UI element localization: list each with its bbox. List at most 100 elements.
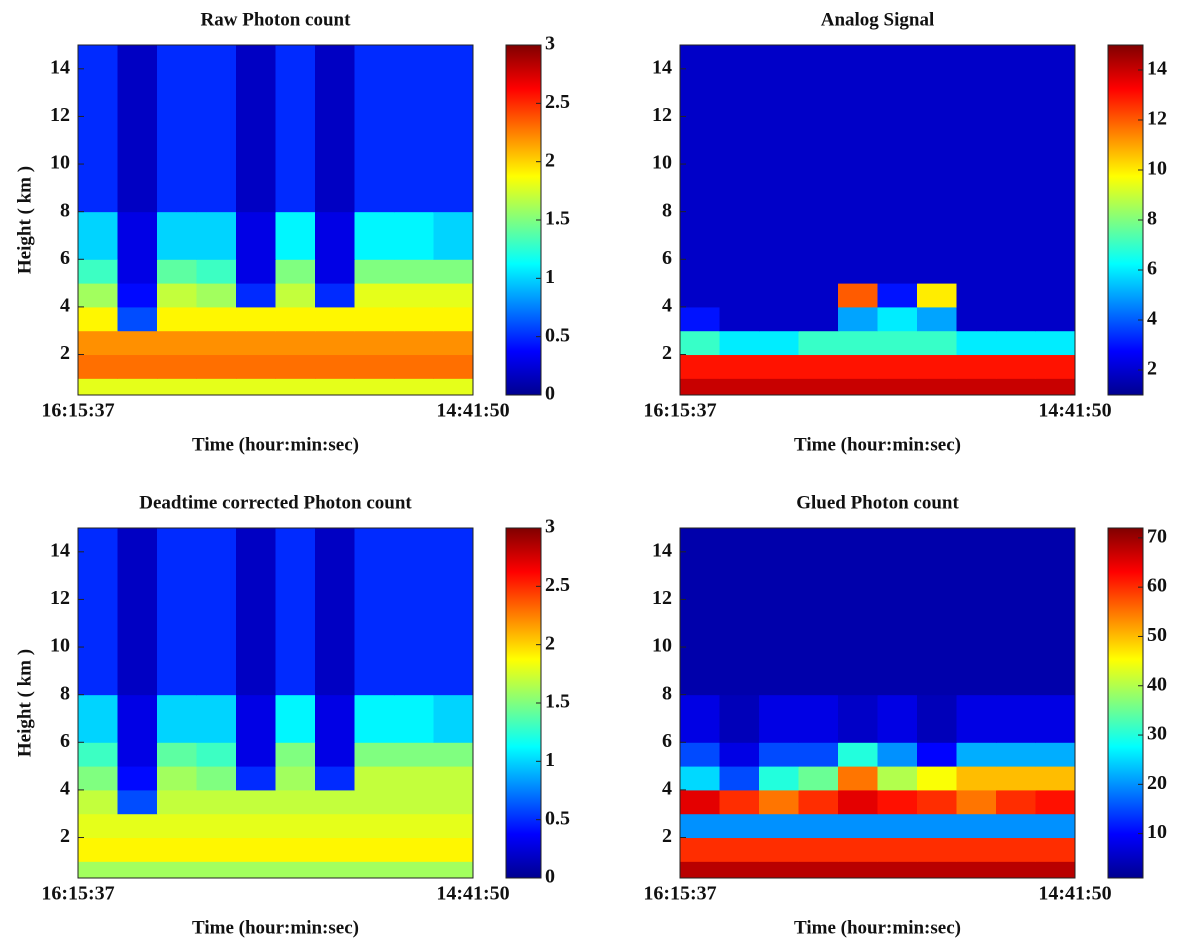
heat-cell [877, 742, 918, 767]
y-tick-label: 8 [60, 199, 70, 221]
heat-cell [956, 259, 997, 284]
heat-cell [117, 330, 158, 356]
heat-cell [917, 861, 957, 879]
x-axis-label: Time (hour:min:sec) [192, 917, 359, 938]
heat-cell [1035, 837, 1076, 862]
heat-cell [117, 694, 158, 743]
heat-cell [877, 354, 918, 379]
heat-cell [917, 306, 957, 332]
heat-cell [117, 306, 158, 332]
heat-cell [354, 528, 395, 696]
heat-cell [433, 789, 474, 815]
heat-cell [759, 789, 799, 815]
heat-cell [117, 861, 158, 879]
x-tick-label: 14:41:50 [1038, 400, 1111, 422]
heat-cell [917, 742, 957, 767]
y-tick-label: 2 [662, 825, 672, 847]
heat-cell [1035, 694, 1076, 743]
heat-cell [838, 354, 878, 379]
plot-frame [77, 44, 474, 396]
heat-cell [838, 378, 878, 396]
heat-cell [354, 694, 395, 743]
x-tick-label: 14:41:50 [436, 883, 509, 905]
heat-cell [759, 528, 799, 696]
heat-cell [157, 813, 197, 839]
heat-cell [680, 283, 720, 308]
colorbar [1107, 44, 1144, 396]
y-tick-label: 14 [50, 539, 70, 561]
colorbar-tick-label: 0.5 [545, 324, 570, 346]
colorbar-tick-label: 12 [1147, 108, 1167, 130]
heat-cell [157, 837, 197, 862]
heat-cell [956, 813, 997, 839]
heat-cell [275, 742, 316, 767]
heat-cell [433, 330, 474, 356]
heat-cell [798, 789, 839, 815]
heat-cell [719, 211, 760, 260]
heat-cell [157, 694, 197, 743]
heat-cell [719, 766, 760, 791]
y-tick-label: 12 [652, 587, 672, 609]
heat-cell [759, 837, 799, 862]
heat-cell [680, 354, 720, 379]
y-tick-label: 10 [652, 635, 672, 657]
colorbar-tick-label: 1 [545, 749, 555, 771]
heat-cell [680, 528, 720, 696]
heat-cell [157, 378, 197, 396]
heat-cell [1035, 766, 1076, 791]
heat-cell [917, 528, 957, 696]
heat-cell [196, 813, 237, 839]
colorbar-tick-label: 1.5 [545, 691, 570, 713]
heat-cell [78, 694, 118, 743]
heat-cell [354, 378, 395, 396]
heat-cell [956, 837, 997, 862]
heat-cell [719, 813, 760, 839]
heat-cell [315, 528, 355, 696]
heat-cell [759, 813, 799, 839]
heat-cell [196, 354, 237, 379]
colorbar-tick-label: 50 [1147, 624, 1167, 646]
heat-cell [680, 742, 720, 767]
heat-cell [315, 789, 355, 815]
heat-cell [394, 861, 434, 879]
colorbar-tick-label: 70 [1147, 525, 1167, 547]
heat-cell [719, 789, 760, 815]
heat-cell [78, 837, 118, 862]
heat-cell [157, 283, 197, 308]
heat-cell [877, 694, 918, 743]
heat-cell [877, 813, 918, 839]
heat-cell [917, 766, 957, 791]
heat-cell [877, 330, 918, 356]
heat-cell [680, 813, 720, 839]
heat-cell [196, 330, 237, 356]
heat-cell [680, 861, 720, 879]
y-axis-label: Height ( km ) [14, 166, 35, 274]
colorbar-tick-label: 0 [545, 866, 555, 888]
heat-cell [117, 789, 158, 815]
heat-cell [354, 211, 395, 260]
heat-cell [117, 742, 158, 767]
y-tick-label: 8 [60, 682, 70, 704]
heat-cell [315, 354, 355, 379]
heat-cell [275, 306, 316, 332]
heat-cell [117, 837, 158, 862]
heat-cell [680, 45, 720, 213]
heat-cell [433, 378, 474, 396]
heat-cell [117, 45, 158, 213]
heat-cell [798, 378, 839, 396]
heat-cell [838, 789, 878, 815]
heat-cell [680, 211, 720, 260]
heat-cell [433, 837, 474, 862]
heat-cell [236, 742, 276, 767]
heat-cell [394, 211, 434, 260]
heat-cell [719, 694, 760, 743]
heat-cell [394, 306, 434, 332]
y-tick-label: 10 [652, 152, 672, 174]
heat-cell [996, 694, 1036, 743]
heat-cell [394, 742, 434, 767]
heat-cell [315, 742, 355, 767]
heat-cell [719, 354, 760, 379]
heat-cell [956, 861, 997, 879]
colorbar-tick-label: 10 [1147, 158, 1167, 180]
heat-cell [759, 766, 799, 791]
